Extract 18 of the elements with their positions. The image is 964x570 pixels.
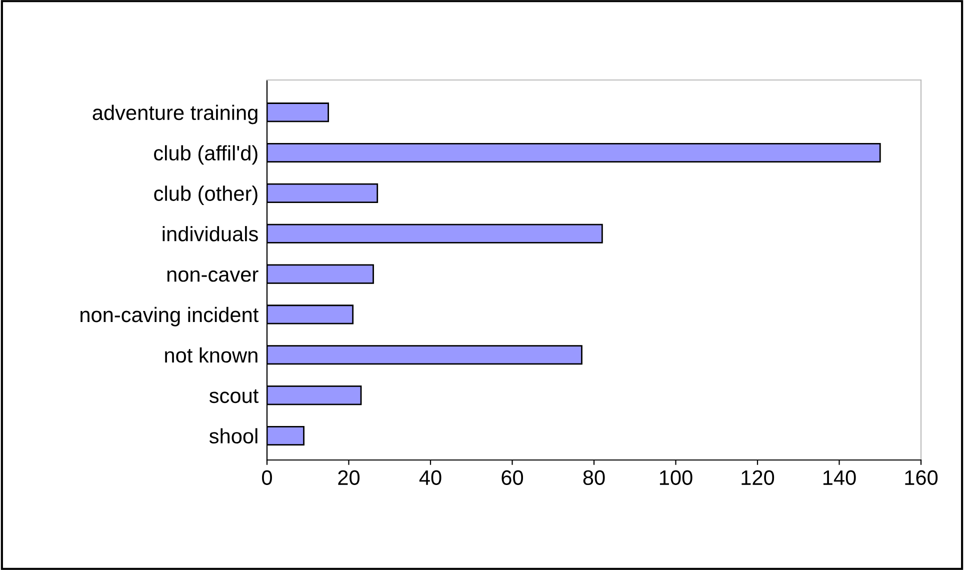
x-tick-label: 100 — [660, 470, 692, 486]
y-tick-label: club (other) — [154, 186, 258, 206]
x-tick-label: 40 — [419, 470, 442, 486]
x-tick-label: 80 — [583, 470, 605, 486]
x-tick-label: 60 — [502, 470, 524, 486]
x-tick-label: 20 — [338, 470, 360, 486]
y-tick-label: shool — [209, 428, 258, 444]
x-tick-label: 120 — [742, 470, 774, 486]
x-tick-label: 0 — [262, 470, 272, 486]
y-tick-label: individuals — [162, 226, 258, 242]
y-tick-label: scout — [209, 389, 259, 404]
y-tick-label: not known — [165, 347, 258, 363]
y-tick-label: club (affil'd) — [154, 145, 258, 165]
x-tick-label: 160 — [905, 470, 938, 486]
y-tick-label: adventure training — [92, 104, 258, 124]
y-tick-label: non-caver — [167, 270, 258, 282]
y-tick-label: non-caving incident — [80, 306, 259, 326]
x-tick-label: 140 — [823, 470, 856, 486]
